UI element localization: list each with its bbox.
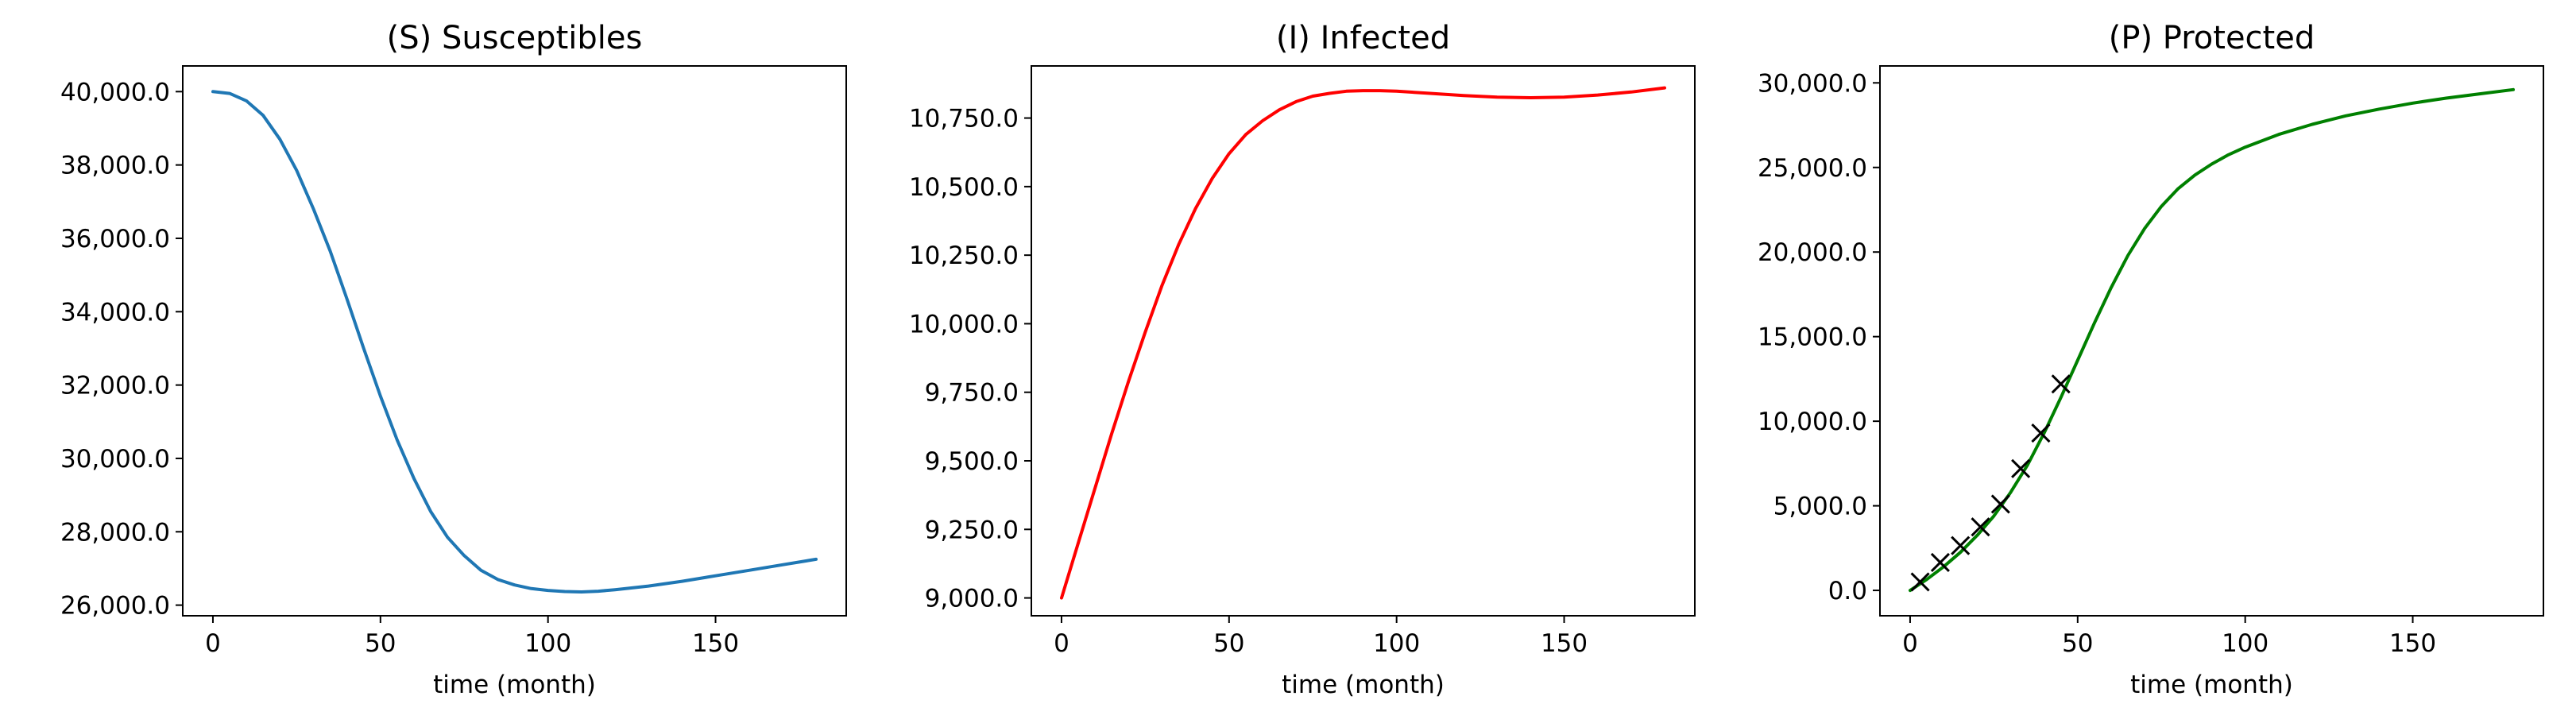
infected-y-tick-label: 10,750.0 (909, 105, 1019, 133)
protected-y-tick-label: 0.0 (1828, 577, 1867, 605)
susceptibles-x-tick-label: 150 (692, 629, 739, 658)
protected-x-tick-label: 0 (1902, 629, 1918, 658)
infected-chart: (I) Infected 0 50 100 150 9,000.0 9,250.0 9,500… (909, 20, 1696, 699)
infected-y-tick-label: 10,250.0 (909, 242, 1019, 270)
susceptibles-y-tick-label: 26,000.0 (60, 592, 170, 621)
protected-y-tick-label: 25,000.0 (1758, 154, 1867, 183)
protected-y-tick-label: 10,000.0 (1758, 408, 1867, 436)
protected-y-tick-label: 15,000.0 (1758, 323, 1867, 352)
protected-data-point (2051, 374, 2071, 394)
infected-y-tick-label: 9,000.0 (925, 585, 1019, 613)
infected-y-tick-label: 10,500.0 (909, 173, 1019, 202)
susceptibles-y-tick-label: 34,000.0 (60, 298, 170, 327)
susceptibles-chart: (S) Susceptibles 0 50 100 150 26,000.0 28,000.… (60, 20, 847, 699)
protected-x-tick-label: 50 (2062, 629, 2093, 658)
infected-x-tick-label: 0 (1054, 629, 1069, 658)
infected-x-axis-label: time (month) (1282, 671, 1445, 699)
susceptibles-y-tick-label: 30,000.0 (60, 445, 170, 474)
protected-y-tick-label: 30,000.0 (1758, 69, 1867, 98)
infected-y-tick-label: 9,750.0 (925, 379, 1019, 408)
susceptibles-x-tick-label: 50 (365, 629, 396, 658)
susceptibles-y-tick-label: 38,000.0 (60, 152, 170, 180)
susceptibles-y-tick-label: 28,000.0 (60, 518, 170, 547)
protected-chart: (P) Protected 0 50 100 150 0.0 5,000.0 10,000.0… (1758, 20, 2544, 699)
susceptibles-x-tick-label: 0 (205, 629, 221, 658)
protected-data-point (1910, 572, 1930, 592)
susceptibles-plot-frame (182, 65, 847, 617)
infected-x-tick-label: 100 (1373, 629, 1420, 658)
protected-x-tick-label: 150 (2389, 629, 2436, 658)
protected-x-tick-label: 100 (2222, 629, 2269, 658)
protected-data-point (2011, 458, 2031, 478)
susceptibles-chart-title: (S) Susceptibles (387, 20, 643, 56)
susceptibles-y-tick-label: 36,000.0 (60, 225, 170, 253)
susceptibles-y-tick-label: 40,000.0 (60, 78, 170, 106)
protected-y-tick-label: 20,000.0 (1758, 238, 1867, 267)
protected-plot-frame (1879, 65, 2544, 617)
protected-data-point (2031, 423, 2051, 443)
infected-chart-title: (I) Infected (1276, 20, 1450, 56)
protected-data-point (1990, 494, 2010, 514)
infected-x-tick-label: 50 (1213, 629, 1244, 658)
protected-y-tick-label: 5,000.0 (1773, 493, 1867, 521)
protected-x-axis-label: time (month) (2130, 671, 2293, 699)
susceptibles-x-tick-label: 100 (524, 629, 571, 658)
protected-chart-title: (P) Protected (2109, 20, 2315, 56)
protected-data-point (1930, 552, 1950, 572)
protected-series-line (1909, 87, 2515, 593)
infected-x-tick-label: 150 (1541, 629, 1588, 658)
protected-data-point (1951, 536, 1971, 555)
infected-plot-frame (1031, 65, 1696, 617)
infected-series-line (1060, 86, 1666, 600)
susceptibles-series-line (211, 90, 818, 594)
infected-y-tick-label: 10,000.0 (909, 310, 1019, 338)
susceptibles-y-tick-label: 32,000.0 (60, 372, 170, 400)
susceptibles-x-axis-label: time (month) (433, 671, 596, 699)
infected-y-tick-label: 9,500.0 (925, 447, 1019, 476)
protected-data-point (1971, 517, 1990, 537)
infected-y-tick-label: 9,250.0 (925, 516, 1019, 544)
